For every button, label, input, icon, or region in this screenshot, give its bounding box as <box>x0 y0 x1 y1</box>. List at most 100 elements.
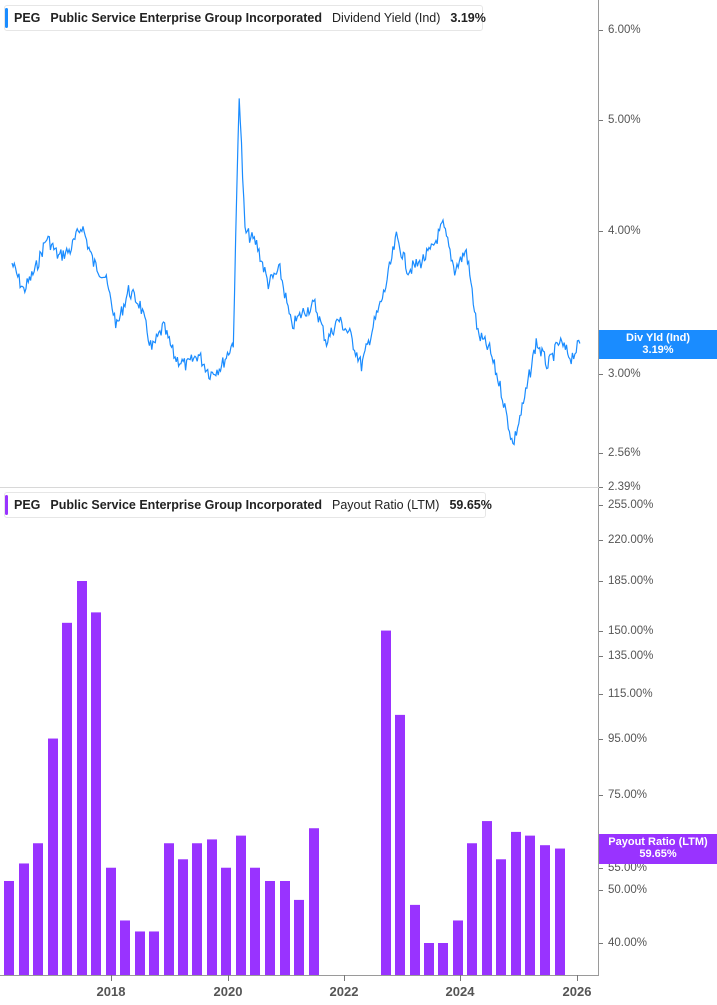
top-y-tick-label: 2.39% <box>608 481 641 493</box>
panel-divider <box>0 487 599 488</box>
bottom-y-tick-label: 185.00% <box>608 575 654 587</box>
legend-ticker: PEG <box>14 498 41 512</box>
payout-ratio-bar[interactable] <box>62 622 72 975</box>
payout-ratio-bar[interactable] <box>511 831 521 975</box>
top-y-tick-label: 4.00% <box>608 225 641 237</box>
bottom-y-tick-label: 135.00% <box>608 650 654 662</box>
flag-value: 59.65% <box>639 848 677 860</box>
top-y-tick-mark <box>599 487 603 488</box>
payout-ratio-bar[interactable] <box>496 859 506 975</box>
bottom-y-tick-label: 75.00% <box>608 789 648 801</box>
payout-ratio-bar[interactable] <box>280 880 290 975</box>
x-tick-mark <box>577 975 578 981</box>
series-color-swatch <box>5 495 8 515</box>
payout-ratio-bar[interactable] <box>91 612 101 975</box>
bottom-y-tick-mark <box>599 656 603 657</box>
bottom-y-tick-label: 220.00% <box>608 534 654 546</box>
top-y-tick-label: 2.56% <box>608 447 641 459</box>
legend-company: Public Service Enterprise Group Incorpor… <box>50 498 323 512</box>
payout-ratio-bar[interactable] <box>149 931 159 975</box>
payout-ratio-bar[interactable] <box>192 843 202 975</box>
payout-ratio-bar[interactable] <box>164 843 174 975</box>
payout-ratio-bar[interactable] <box>221 867 231 975</box>
top-y-tick-mark <box>599 374 603 375</box>
payout-ratio-bar[interactable] <box>294 899 304 975</box>
top-y-tick-label: 5.00% <box>608 114 641 126</box>
x-tick-label: 2024 <box>445 984 475 999</box>
payout-ratio-bar[interactable] <box>467 843 477 975</box>
bottom-y-axis <box>598 488 599 976</box>
bottom-y-tick-mark <box>599 631 603 632</box>
bottom-y-tick-mark <box>599 739 603 740</box>
payout-ratio-bar[interactable] <box>19 863 29 975</box>
bottom-y-tick-label: 255.00% <box>608 499 654 511</box>
x-axis <box>0 975 599 976</box>
payout-ratio-bar[interactable] <box>48 738 58 975</box>
bottom-y-tick-label: 50.00% <box>608 884 648 896</box>
payout-ratio-bar[interactable] <box>540 845 550 975</box>
payout-ratio-bar[interactable] <box>381 630 391 975</box>
payout-ratio-bar[interactable] <box>250 867 260 975</box>
payout-ratio-bar[interactable] <box>395 714 405 975</box>
bottom-y-tick-mark <box>599 943 603 944</box>
legend-metric: Dividend Yield (Ind) <box>332 11 441 25</box>
x-tick-mark <box>228 975 229 981</box>
bottom-y-tick-label: 40.00% <box>608 937 648 949</box>
payout-ratio-bar[interactable] <box>424 943 434 975</box>
payout-ratio-bar[interactable] <box>106 867 116 975</box>
top-y-tick-mark <box>599 453 603 454</box>
payout-ratio-bar[interactable] <box>33 843 43 975</box>
payout-ratio-bar[interactable] <box>525 835 535 975</box>
payout-ratio-bar[interactable] <box>438 943 448 975</box>
bottom-y-tick-label: 150.00% <box>608 625 654 637</box>
series-color-swatch <box>5 8 8 28</box>
payout-ratio-bar[interactable] <box>453 920 463 975</box>
payout-ratio-bar[interactable] <box>410 904 420 975</box>
dividend-yield-line-chart[interactable] <box>0 0 600 490</box>
payout-ratio-bar[interactable] <box>482 821 492 975</box>
payout-ratio-bar[interactable] <box>265 880 275 975</box>
top-y-tick-mark <box>599 231 603 232</box>
bottom-y-tick-mark <box>599 795 603 796</box>
x-tick-label: 2018 <box>96 984 126 999</box>
dividend-yield-line <box>11 98 581 446</box>
x-tick-mark <box>344 975 345 981</box>
bottom-y-tick-mark <box>599 540 603 541</box>
x-tick-mark <box>460 975 461 981</box>
legend-ticker: PEG <box>14 11 41 25</box>
payout-ratio-flag: Payout Ratio (LTM) 59.65% <box>599 834 717 864</box>
bottom-y-tick-mark <box>599 581 603 582</box>
top-legend[interactable]: PEG Public Service Enterprise Group Inco… <box>4 5 486 31</box>
x-tick-label: 2022 <box>329 984 359 999</box>
flag-value: 3.19% <box>642 344 674 356</box>
payout-ratio-bar[interactable] <box>178 859 188 975</box>
top-y-axis <box>598 0 599 487</box>
top-y-tick-mark <box>599 120 603 121</box>
x-tick-mark <box>111 975 112 981</box>
legend-company: Public Service Enterprise Group Incorpor… <box>50 11 323 25</box>
bottom-legend[interactable]: PEG Public Service Enterprise Group Inco… <box>4 492 492 518</box>
bottom-y-tick-label: 115.00% <box>608 688 653 700</box>
payout-ratio-bar[interactable] <box>135 931 145 975</box>
payout-ratio-bar[interactable] <box>207 839 217 975</box>
payout-ratio-bar[interactable] <box>120 920 130 975</box>
legend-metric: Payout Ratio (LTM) <box>332 498 440 512</box>
bottom-y-tick-mark <box>599 868 603 869</box>
top-y-tick-mark <box>599 30 603 31</box>
bottom-y-tick-label: 95.00% <box>608 733 648 745</box>
x-tick-label: 2026 <box>562 984 592 999</box>
payout-ratio-bar[interactable] <box>4 880 14 975</box>
div-yld-flag: Div Yld (Ind) 3.19% <box>599 330 717 359</box>
flag-label: Payout Ratio (LTM) <box>608 836 708 848</box>
bottom-y-tick-mark <box>599 890 603 891</box>
flag-label: Div Yld (Ind) <box>626 332 690 344</box>
bottom-y-tick-label: 55.00% <box>608 862 648 874</box>
payout-ratio-bar[interactable] <box>236 835 246 975</box>
payout-ratio-bar[interactable] <box>77 581 87 975</box>
top-y-tick-label: 6.00% <box>608 24 641 36</box>
payout-ratio-bar[interactable] <box>309 828 319 975</box>
legend-value: 3.19% <box>450 11 486 25</box>
payout-ratio-bar[interactable] <box>555 848 565 975</box>
bottom-y-tick-mark <box>599 505 603 506</box>
top-y-tick-label: 3.00% <box>608 368 641 380</box>
